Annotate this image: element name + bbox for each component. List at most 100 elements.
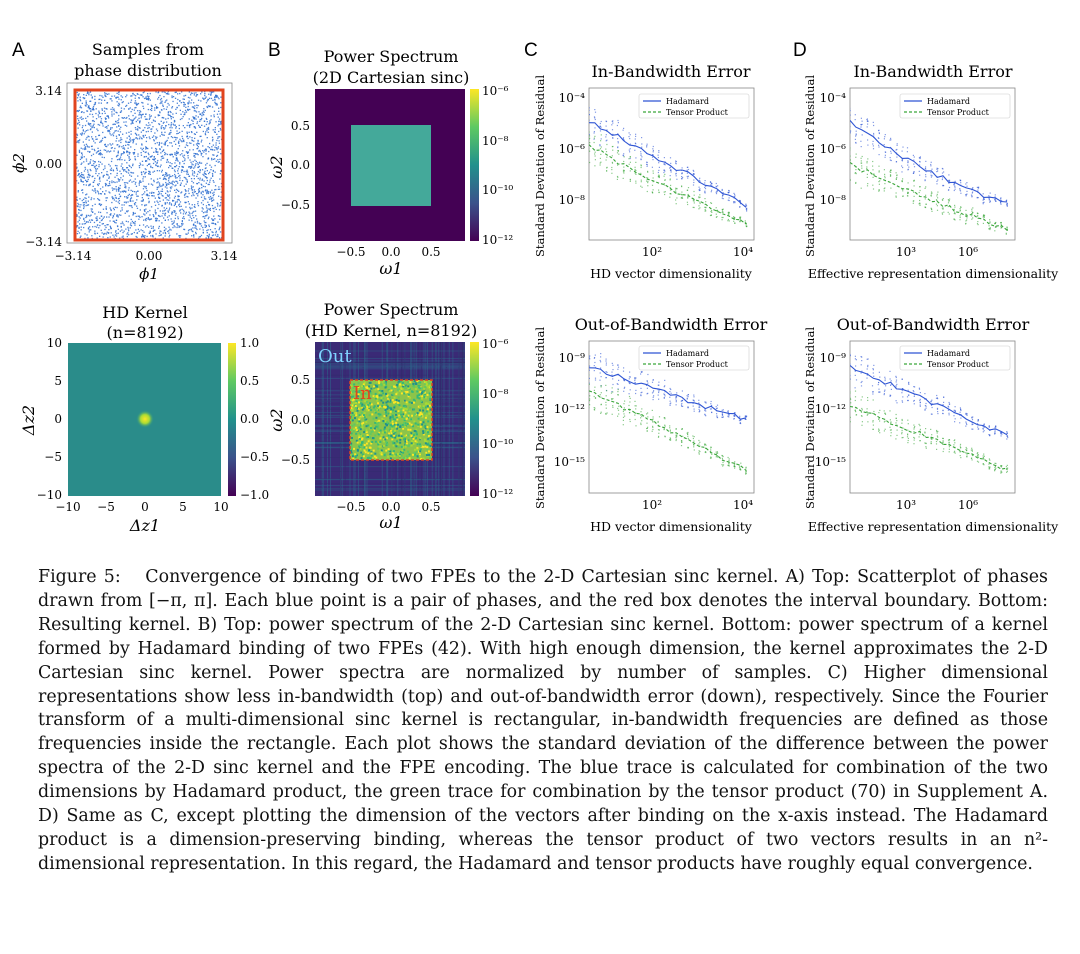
hadamard-sample <box>693 400 695 402</box>
hadamard-sample <box>739 206 741 208</box>
phase-sample <box>194 221 196 223</box>
phase-sample <box>94 161 96 163</box>
phase-sample <box>84 104 86 106</box>
noise-pixel <box>404 445 407 448</box>
phase-sample <box>120 107 123 109</box>
phase-sample <box>176 150 178 153</box>
tensor-product-sample <box>721 464 723 466</box>
tensor-product-sample <box>704 198 706 200</box>
phase-sample <box>89 108 92 110</box>
phase-sample <box>177 141 180 144</box>
phase-sample <box>173 204 175 207</box>
hadamard-sample <box>676 392 678 394</box>
phase-sample <box>132 164 134 167</box>
c-top-ytick: 10⁻⁸ <box>559 193 586 207</box>
phase-sample <box>95 118 98 120</box>
noise-pixel <box>408 453 411 456</box>
b-top-xtick: −0.5 <box>336 245 365 259</box>
phase-sample <box>83 176 85 178</box>
phase-sample <box>133 222 135 224</box>
phase-sample <box>169 207 171 209</box>
hadamard-sample <box>930 165 932 167</box>
phase-sample <box>164 229 166 231</box>
tensor-product-sample <box>594 407 596 409</box>
phase-sample <box>87 200 89 202</box>
phase-sample <box>210 237 213 239</box>
phase-sample <box>128 169 130 172</box>
phase-sample <box>213 154 215 156</box>
phase-sample <box>109 128 112 130</box>
phase-sample <box>101 122 103 124</box>
phase-sample <box>176 199 179 201</box>
phase-sample <box>147 211 149 213</box>
tensor-product-sample <box>658 191 660 193</box>
phase-sample <box>153 135 155 137</box>
noise-pixel <box>386 400 389 403</box>
phase-sample <box>95 164 98 167</box>
phase-sample <box>135 128 137 131</box>
phase-sample <box>119 179 121 181</box>
hadamard-sample <box>606 129 608 131</box>
noise-pixel <box>406 381 409 384</box>
phase-sample <box>138 165 140 167</box>
noise-pixel <box>380 397 383 400</box>
tensor-product-sample <box>617 409 620 411</box>
phase-sample <box>166 194 169 196</box>
tensor-product-sample <box>734 467 736 469</box>
phase-sample <box>134 112 136 114</box>
noise-pixel <box>370 442 373 445</box>
phase-sample <box>213 199 215 201</box>
tensor-product-sample <box>646 413 648 415</box>
hadamard-sample <box>850 130 851 133</box>
tensor-product-sample <box>681 197 684 199</box>
phase-sample <box>133 94 135 96</box>
phase-sample <box>135 106 137 109</box>
phase-sample <box>210 177 212 179</box>
phase-sample <box>187 109 189 111</box>
phase-sample <box>132 114 134 117</box>
phase-sample <box>148 218 150 220</box>
phase-sample <box>195 111 198 113</box>
noise-pixel <box>361 385 363 388</box>
hadamard-sample <box>925 160 927 162</box>
hadamard-sample <box>664 391 666 393</box>
phase-sample <box>155 147 157 150</box>
tensor-product-sample <box>594 155 596 157</box>
tensor-product-sample <box>640 417 642 419</box>
tensor-product-sample <box>606 166 608 168</box>
phase-sample <box>131 119 133 121</box>
noise-pixel <box>401 415 404 418</box>
noise-pixel <box>407 428 410 431</box>
phase-sample <box>114 206 116 208</box>
phase-sample <box>202 229 204 231</box>
noise-pixel <box>400 432 403 435</box>
phase-sample <box>99 161 102 163</box>
phase-sample <box>181 169 183 171</box>
tensor-product-sample <box>640 172 642 174</box>
tensor-product-sample <box>628 409 630 411</box>
phase-sample <box>178 145 181 147</box>
hadamard-sample <box>850 110 851 112</box>
phase-sample <box>136 236 138 238</box>
noise-pixel <box>354 417 356 420</box>
tensor-product-sample <box>623 156 625 158</box>
tensor-product-sample <box>721 455 724 457</box>
phase-sample <box>110 150 112 152</box>
tensor-product-sample <box>600 153 602 155</box>
phase-sample <box>85 100 87 102</box>
phase-sample <box>204 186 206 188</box>
hadamard-sample <box>878 144 880 146</box>
noise-pixel <box>424 430 427 433</box>
phase-sample <box>201 112 203 114</box>
noise-pixel <box>384 409 387 411</box>
tensor-product-sample <box>715 451 717 453</box>
phase-sample <box>81 118 83 120</box>
noise-pixel <box>419 413 421 416</box>
phase-sample <box>88 219 91 221</box>
phase-sample <box>172 96 175 98</box>
noise-pixel <box>424 423 427 426</box>
tensor-product-sample <box>676 434 678 436</box>
phase-sample <box>78 151 81 153</box>
phase-sample <box>161 215 163 217</box>
phase-sample <box>176 106 178 109</box>
